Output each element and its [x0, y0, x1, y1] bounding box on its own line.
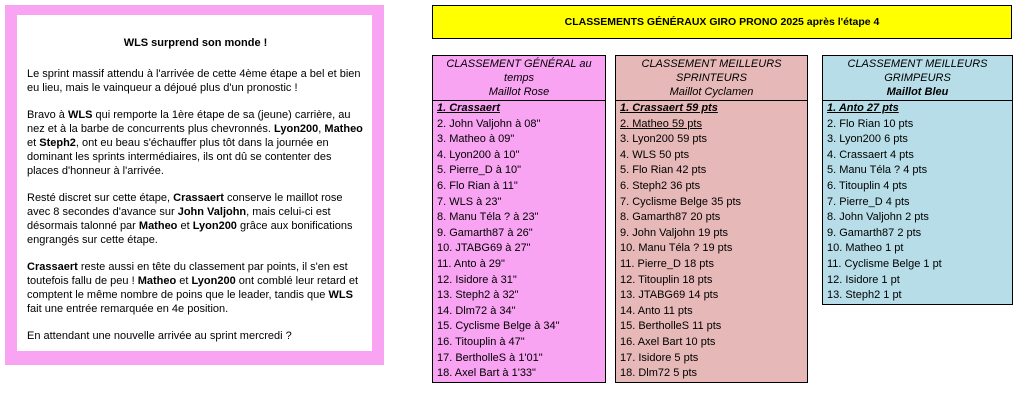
ranking-table: CLASSEMENT MEILLEURS GRIMPEURS Maillot Bl…	[822, 55, 1013, 305]
table-row: 1. Crassaert	[437, 102, 500, 114]
table-row: 12. Isidore 1 pt	[827, 273, 900, 286]
bold-text: Lyon200	[274, 123, 319, 135]
table-row: 10. JTABG69 à 27"	[437, 242, 531, 255]
bold-text: Lyon200	[192, 220, 237, 232]
table-row: 13. JTABG69 14 pts	[620, 289, 719, 302]
table-row: 12. Titouplin 18 pts	[620, 273, 713, 286]
table-row: 2. Flo Rian 10 pts	[827, 117, 914, 130]
table-row: 3. Lyon200 59 pts	[620, 133, 708, 146]
bold-text: Crassaert	[173, 192, 224, 204]
table-row: 17. BertholleS à 1'01"	[437, 351, 543, 364]
table-title: CLASSEMENT MEILLEURS GRIMPEURS	[847, 58, 988, 84]
table-row: 18. Dlm72 5 pts	[620, 367, 698, 380]
paragraph: Crassaert reste aussi en tête du classem…	[27, 260, 364, 316]
text: et	[177, 220, 193, 232]
text: , mais celui-ci est désormais talonné pa…	[27, 206, 331, 232]
bold-text: Matheo	[137, 275, 177, 287]
table-title: CLASSEMENT MEILLEURS SPRINTEURS	[641, 58, 782, 84]
table-row: 13. Steph2 1 pt	[827, 289, 902, 302]
table-row: 16. Titouplin à 47"	[437, 335, 525, 348]
table-subtitle: Maillot Rose	[488, 86, 550, 98]
table-row: 6. Titouplin 4 pts	[827, 179, 908, 192]
banner: CLASSEMENTS GÉNÉRAUX GIRO PRONO 2025 apr…	[432, 5, 1012, 39]
text: et	[176, 275, 192, 287]
bold-text: John Valjohn	[177, 206, 247, 218]
table-row: 9. John Valjohn 19 pts	[620, 226, 729, 239]
paragraph: Bravo à WLS qui remporte la 1ère étape d…	[27, 108, 364, 178]
text: ont comblé leur retard et comptent le mê…	[27, 275, 359, 301]
table-row: 14. Dlm72 à 34"	[437, 304, 516, 317]
table-row: 7. Pierre_D 4 pts	[827, 195, 910, 208]
table-row: 4. Lyon200 à 10"	[437, 148, 520, 161]
article-title: WLS surprend son monde !	[123, 37, 268, 49]
table-row: 4. WLS 50 pts	[620, 148, 690, 161]
table-row: 2. Matheo 59 pts	[620, 117, 702, 130]
table-row: 1. Crassaert 59 pts	[620, 102, 718, 114]
table-row: 15. Cyclisme Belge à 34"	[437, 320, 560, 333]
text: reste aussi en tête du classement par po…	[27, 261, 348, 287]
bold-text: WLS	[67, 109, 93, 121]
table-row: 6. Steph2 36 pts	[620, 179, 701, 192]
table-row: 11. Anto à 29"	[437, 257, 505, 270]
table-row: 6. Flo Rian à 11"	[437, 179, 518, 192]
table-row: 7. WLS à 23"	[437, 195, 502, 208]
paragraph: Resté discret sur cette étape, Crassaert…	[27, 191, 364, 247]
bold-text: WLS	[328, 289, 353, 301]
table-row: 8. Manu Téla ? à 23"	[437, 211, 539, 224]
text: ,	[318, 123, 325, 135]
table-header: CLASSEMENT MEILLEURS GRIMPEURS Maillot Bl…	[823, 56, 1012, 101]
text: , ont eu beau s'échauffer plus tôt dans …	[27, 137, 332, 177]
bold-text: Crassaert	[27, 261, 78, 273]
table-row: 1. Anto 27 pts	[827, 102, 899, 114]
text: qui remporte la 1ère étape de sa (jeune)…	[27, 109, 351, 135]
table-row: 15. BertholleS 11 pts	[620, 320, 722, 333]
table-header: CLASSEMENT GÉNÉRAL au temps Maillot Rose	[433, 56, 605, 101]
table-subtitle: Maillot Bleu	[886, 86, 949, 98]
table-row: 16. Axel Bart 10 pts	[620, 335, 716, 348]
table-row: 8. Gamarth87 20 pts	[620, 211, 721, 224]
bold-text: Lyon200	[191, 275, 236, 287]
text: grâce aux bonifications engrangés sur ce…	[27, 220, 353, 246]
table-row: 2. John Valjohn à 08"	[437, 117, 541, 130]
text: et	[27, 137, 40, 149]
ranking-table: CLASSEMENT MEILLEURS SPRINTEURS Maillot C…	[615, 55, 808, 383]
table-row: 3. Matheo à 09"	[437, 133, 515, 146]
table-row: 13. Steph2 à 32"	[437, 289, 519, 302]
table-row: 4. Crassaert 4 pts	[827, 148, 914, 161]
table-row: 5. Pierre_D à 10"	[437, 164, 522, 177]
bold-text: Matheo	[138, 220, 178, 232]
paragraph: En attendant une nouvelle arrivée au spr…	[27, 329, 364, 343]
article: WLS surprend son monde ! Le sprint massi…	[5, 5, 384, 365]
table-subtitle: Maillot Cyclamen	[669, 86, 754, 98]
text: fait une entrée remarquée en 4e position…	[27, 303, 229, 315]
table-row: 5. Flo Rian 42 pts	[620, 164, 707, 177]
table-row: 7. Cyclisme Belge 35 pts	[620, 195, 742, 208]
table-row: 3. Lyon200 6 pts	[827, 133, 908, 146]
text: Resté discret sur cette étape,	[27, 192, 174, 204]
text: En attendant une nouvelle arrivée au spr…	[27, 330, 292, 342]
table-row: 18. Axel Bart à 1'33"	[437, 367, 536, 380]
table-row: 10. Matheo 1 pt	[827, 242, 904, 255]
table-title: CLASSEMENT GÉNÉRAL au temps	[446, 58, 592, 84]
table-row: 12. Isidore à 31"	[437, 273, 517, 286]
paragraph: Le sprint massif attendu à l'arrivée de …	[27, 67, 364, 95]
bold-text: Steph2	[39, 137, 76, 149]
text: conserve le maillot rose avec 8 secondes…	[27, 192, 343, 218]
table-row: 5. Manu Téla ? 4 pts	[827, 164, 928, 177]
text: Le sprint massif attendu à l'arrivée de …	[27, 68, 361, 94]
table-row: 9. Gamarth87 2 pts	[827, 226, 922, 239]
table-row: 14. Anto 11 pts	[620, 304, 693, 317]
table-row: 11. Pierre_D 18 pts	[620, 257, 714, 270]
ranking-table: CLASSEMENT GÉNÉRAL au temps Maillot Rose 1…	[432, 55, 606, 383]
table-row: 17. Isidore 5 pts	[620, 351, 699, 364]
bold-text: Matheo	[324, 123, 363, 135]
table-row: 10. Manu Téla ? 19 pts	[620, 242, 733, 255]
table-row: 9. Gamarth87 à 26"	[437, 226, 533, 239]
table-row: 8. John Valjohn 2 pts	[827, 211, 929, 224]
table-header: CLASSEMENT MEILLEURS SPRINTEURS Maillot C…	[616, 56, 807, 101]
text: Bravo à	[27, 109, 68, 121]
table-row: 11. Cyclisme Belge 1 pt	[827, 257, 942, 270]
